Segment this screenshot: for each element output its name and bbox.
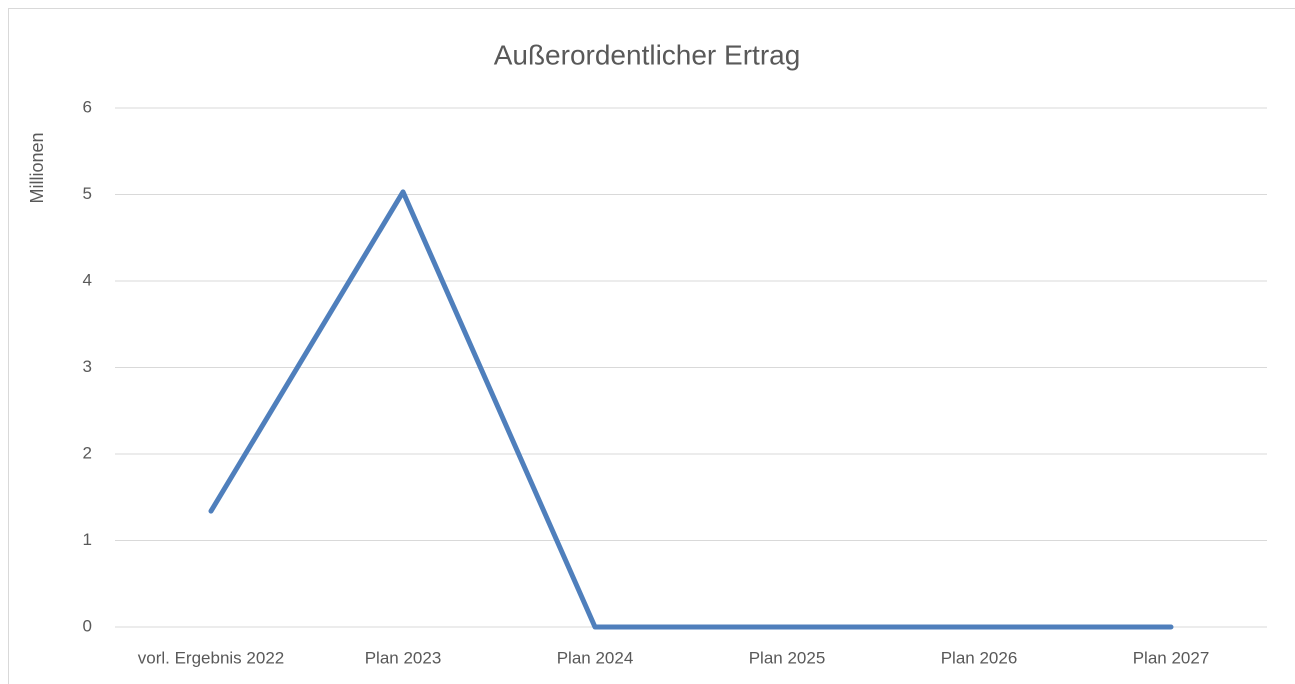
y-axis-label: Millionen xyxy=(27,132,47,203)
chart-title: Außerordentlicher Ertrag xyxy=(494,39,801,70)
y-tick-label: 6 xyxy=(83,97,92,116)
line-series xyxy=(208,189,1174,630)
x-tick-label: Plan 2024 xyxy=(557,648,634,667)
y-tick-label: 1 xyxy=(83,530,92,549)
x-tick-label: Plan 2027 xyxy=(1133,648,1210,667)
x-tick-label: vorl. Ergebnis 2022 xyxy=(138,648,284,667)
x-tick-label: Plan 2026 xyxy=(941,648,1018,667)
y-tick-label: 3 xyxy=(83,357,92,376)
y-tick-label: 2 xyxy=(83,443,92,462)
chart-border xyxy=(8,8,1295,684)
y-tick-label: 4 xyxy=(83,270,92,289)
y-tick-label: 5 xyxy=(83,184,92,203)
x-tick-label: Plan 2023 xyxy=(365,648,442,667)
y-tick-label: 0 xyxy=(83,616,92,635)
x-tick-label: Plan 2025 xyxy=(749,648,826,667)
